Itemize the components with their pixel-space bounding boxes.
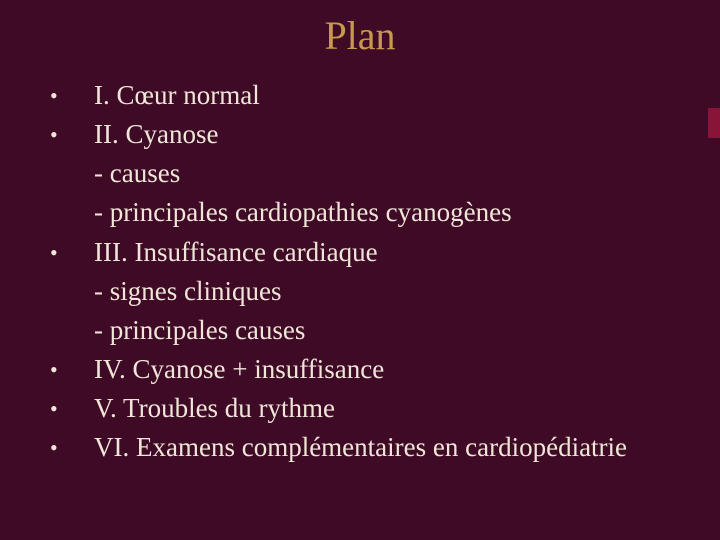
outline-text: I. Cœur normal (94, 76, 690, 115)
outline-line: •II. Cyanose (50, 115, 690, 154)
outline-text: - causes (94, 154, 690, 193)
outline-text: - principales cardiopathies cyanogènes (94, 193, 690, 232)
outline-text: - signes cliniques (94, 272, 690, 311)
outline-line: •I. Cœur normal (50, 76, 690, 115)
accent-bar (708, 108, 720, 138)
bullet-icon: • (50, 389, 94, 425)
bullet-icon: • (50, 115, 94, 151)
bullet-icon (50, 272, 94, 276)
bullet-icon: • (50, 76, 94, 112)
outline-line: •VI. Examens complémentaires en cardiopé… (50, 428, 690, 467)
bullet-icon: • (50, 350, 94, 386)
bullet-icon (50, 193, 94, 197)
outline-text: II. Cyanose (94, 115, 690, 154)
bullet-icon (50, 311, 94, 315)
outline-text: VI. Examens complémentaires en cardiopéd… (94, 428, 690, 467)
outline-line: - signes cliniques (50, 272, 690, 311)
outline-text: III. Insuffisance cardiaque (94, 233, 690, 272)
outline-line: •III. Insuffisance cardiaque (50, 233, 690, 272)
outline-text: - principales causes (94, 311, 690, 350)
slide-content: •I. Cœur normal•II. Cyanose- causes- pri… (0, 76, 720, 467)
outline-text: V. Troubles du rythme (94, 389, 690, 428)
outline-line: - causes (50, 154, 690, 193)
slide: Plan •I. Cœur normal•II. Cyanose- causes… (0, 0, 720, 540)
outline-line: - principales cardiopathies cyanogènes (50, 193, 690, 232)
bullet-icon: • (50, 428, 94, 464)
bullet-icon: • (50, 233, 94, 269)
outline-line: •IV. Cyanose + insuffisance (50, 350, 690, 389)
outline-line: - principales causes (50, 311, 690, 350)
slide-title: Plan (0, 14, 720, 58)
outline-line: •V. Troubles du rythme (50, 389, 690, 428)
bullet-icon (50, 154, 94, 158)
outline-text: IV. Cyanose + insuffisance (94, 350, 690, 389)
